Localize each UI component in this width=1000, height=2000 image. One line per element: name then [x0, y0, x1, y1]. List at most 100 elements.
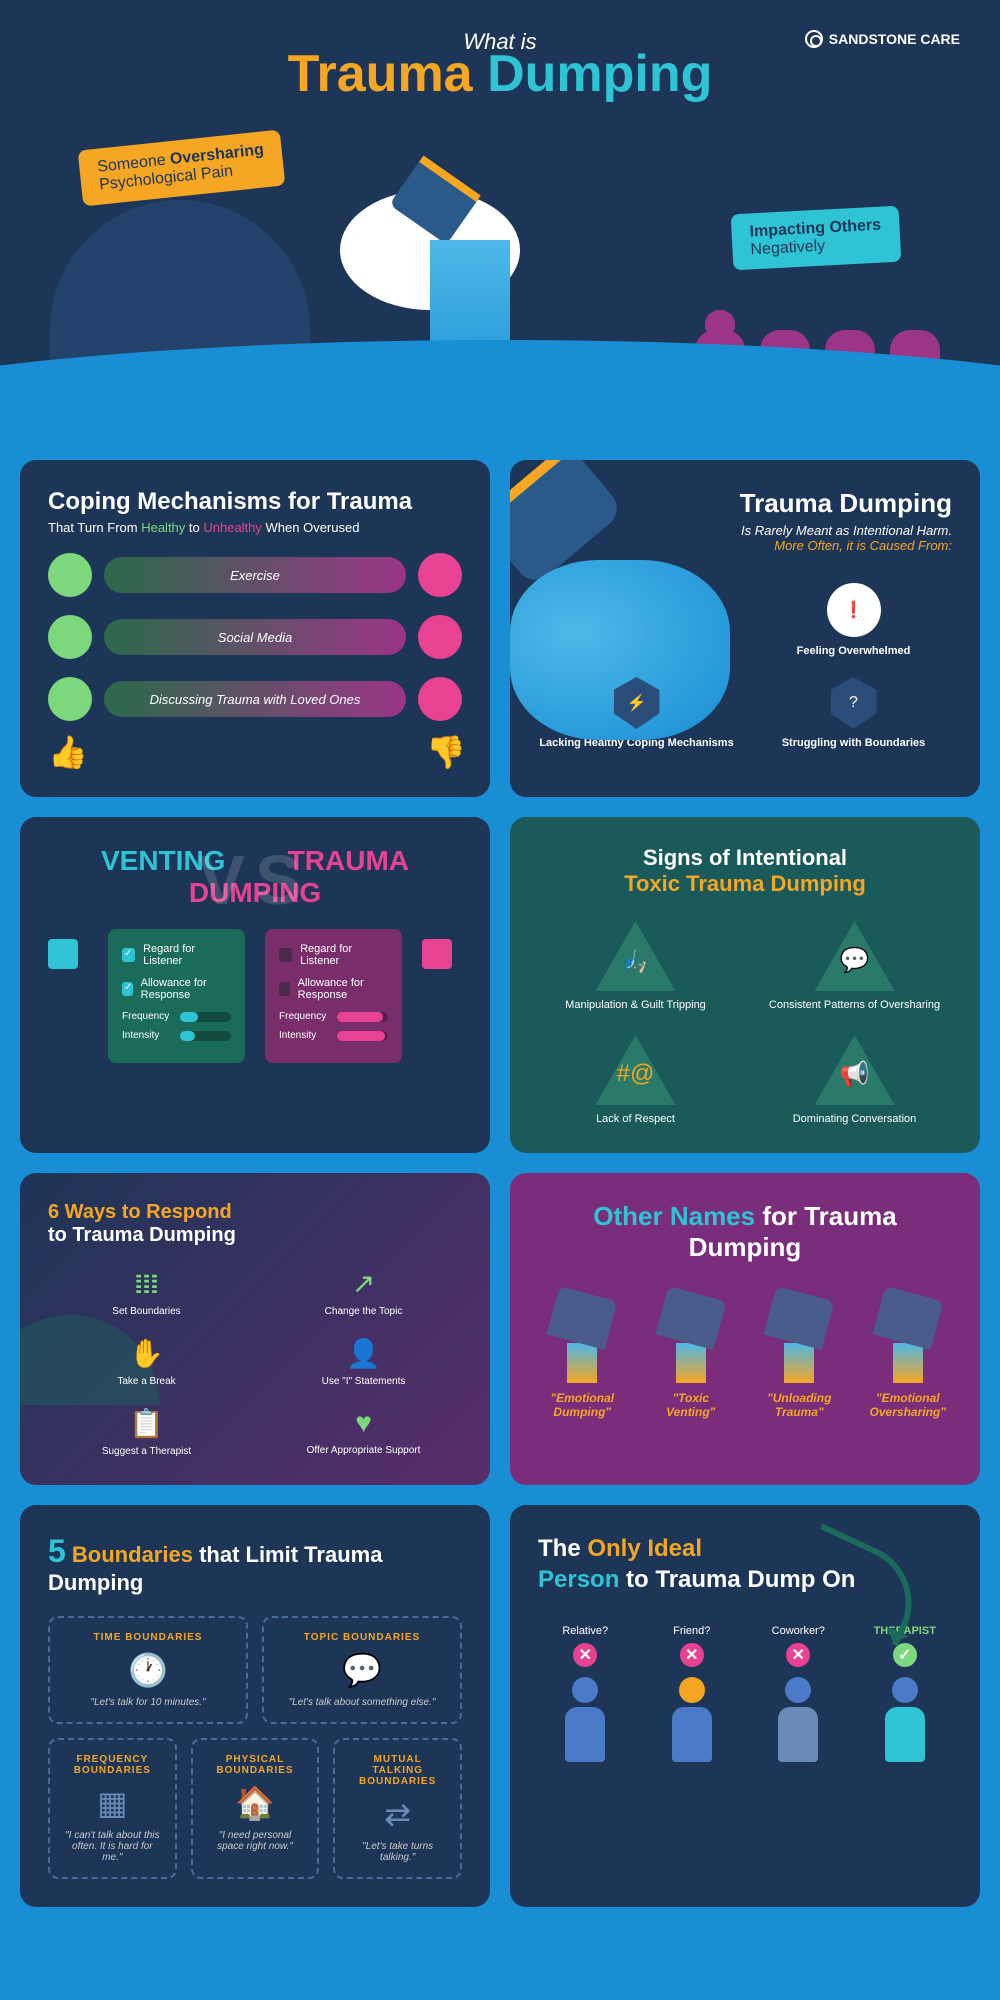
badge-oversharing: Someone Oversharing Psychological Pain — [78, 130, 286, 207]
check-icon — [122, 948, 135, 962]
bar-row: Frequency — [279, 1011, 388, 1022]
way-item: ♥Offer Appropriate Support — [265, 1407, 462, 1457]
pour-icon — [893, 1343, 923, 1383]
mech-label: Exercise — [104, 557, 406, 593]
healthy-icon — [48, 615, 92, 659]
bound-item: FREQUENCY BOUNDARIES ▦ "I can't talk abo… — [48, 1738, 177, 1879]
mechanism-row: Discussing Trauma with Loved Ones — [48, 677, 462, 721]
sign-triangle-icon: #@ — [596, 1035, 676, 1105]
signs-card: Signs of Intentional Toxic Trauma Dumpin… — [510, 817, 980, 1153]
wave-divider — [0, 340, 1000, 440]
person-option: Friend? ✕ — [645, 1625, 740, 1767]
sign-triangle-icon: 📢 — [815, 1035, 895, 1105]
bound-item: TOPIC BOUNDARIES 💬 "Let's talk about som… — [262, 1616, 462, 1724]
mechanism-row: Exercise — [48, 553, 462, 597]
name-item: "Unloading Trauma" — [755, 1293, 844, 1419]
dumping-col: Regard for Listener Allowance for Respon… — [265, 929, 402, 1063]
pour-icon — [567, 1343, 597, 1383]
name-item: "Emotional Oversharing" — [864, 1293, 953, 1419]
dumping-sub2: More Often, it is Caused From: — [538, 538, 952, 553]
bounds-title: 5 Boundaries that Limit Trauma Dumping — [48, 1533, 462, 1596]
vs-check-row: Regard for Listener — [122, 943, 231, 967]
hand-icon: ✋ — [48, 1337, 245, 1370]
faucet-icon — [48, 929, 88, 989]
vs-columns: Regard for Listener Allowance for Respon… — [48, 929, 462, 1063]
unhealthy-icon — [418, 615, 462, 659]
respond-title: 6 Ways to Respond to Trauma Dumping — [48, 1201, 462, 1247]
person-figure — [560, 1677, 610, 1767]
hero-section: SANDSTONE CARE What is Trauma Dumping So… — [0, 0, 1000, 440]
mechanism-row: Social Media — [48, 615, 462, 659]
brand-logo: SANDSTONE CARE — [805, 30, 960, 48]
vs-check-row: Allowance for Response — [279, 977, 388, 1001]
fence-icon: 𝍖 — [48, 1267, 245, 1300]
mech-label: Discussing Trauma with Loved Ones — [104, 681, 406, 717]
clock-icon: 🕐 — [64, 1651, 232, 1689]
thumb-down-icon: 👎 — [426, 733, 462, 769]
uncheck-icon — [279, 948, 292, 962]
box-icon — [764, 1286, 835, 1350]
sign-item: #@Lack of Respect — [538, 1035, 733, 1125]
causes-card: Trauma Dumping Is Rarely Meant as Intent… — [510, 460, 980, 797]
main-title: What is Trauma Dumping — [0, 0, 1000, 103]
way-item: ✋Take a Break — [48, 1337, 245, 1387]
other-title: Other Names for Trauma Dumping — [538, 1201, 952, 1263]
boundaries-card: 5 Boundaries that Limit Trauma Dumping T… — [20, 1505, 490, 1907]
bound-item: MUTUAL TALKING BOUNDARIES ⇄ "Let's take … — [333, 1738, 462, 1879]
coping-card: Coping Mechanisms for Trauma That Turn F… — [20, 460, 490, 797]
shield-icon: ? — [831, 677, 877, 729]
name-item: "Emotional Dumping" — [538, 1293, 627, 1419]
overwhelm-icon: ❗ — [827, 583, 881, 637]
bounds-grid-3: FREQUENCY BOUNDARIES ▦ "I can't talk abo… — [48, 1738, 462, 1879]
bubble-icon — [872, 1286, 943, 1350]
signs-grid: 🎣Manipulation & Guilt Tripping 💬Consiste… — [538, 921, 952, 1125]
uncheck-icon — [279, 982, 290, 996]
clipboard-icon: 📋 — [48, 1407, 245, 1440]
coping-title: Coping Mechanisms for Trauma — [48, 488, 462, 516]
person-figure — [773, 1677, 823, 1767]
venting-col: Regard for Listener Allowance for Respon… — [108, 929, 245, 1063]
name-item: "Toxic Venting" — [647, 1293, 736, 1419]
brand-name: SANDSTONE CARE — [829, 31, 960, 47]
sign-item: 🎣Manipulation & Guilt Tripping — [538, 921, 733, 1011]
heart-icon: ♥ — [265, 1407, 462, 1439]
way-item: 𝍖Set Boundaries — [48, 1267, 245, 1317]
unhealthy-icon — [418, 553, 462, 597]
mech-label: Social Media — [104, 619, 406, 655]
x-icon: ✕ — [680, 1643, 704, 1667]
calendar-icon: ▦ — [64, 1784, 161, 1822]
person-figure — [667, 1677, 717, 1767]
arrow-icon: ↗ — [265, 1267, 462, 1300]
content-grid: Coping Mechanisms for Trauma That Turn F… — [0, 440, 1000, 1927]
respond-card: 6 Ways to Respond to Trauma Dumping 𝍖Set… — [20, 1173, 490, 1485]
healthy-icon — [48, 677, 92, 721]
other-names-card: Other Names for Trauma Dumping "Emotiona… — [510, 1173, 980, 1485]
x-icon: ✕ — [786, 1643, 810, 1667]
fan-icon — [655, 1286, 726, 1350]
badge-impact: Impacting Others Negatively — [731, 206, 901, 271]
person-icon: 👤 — [265, 1337, 462, 1370]
pour-icon — [676, 1343, 706, 1383]
thumbs-row: 👍 👎 — [48, 733, 462, 769]
vs-card: VS VENTING TRAUMA DUMPING Regard for Lis… — [20, 817, 490, 1153]
healthy-icon — [48, 553, 92, 597]
cause-item: ? Struggling with Boundaries — [755, 677, 952, 749]
ways-grid: 𝍖Set Boundaries ↗Change the Topic ✋Take … — [48, 1267, 462, 1457]
logo-icon — [805, 30, 823, 48]
faucet-icon — [422, 929, 462, 989]
title-dumping: Dumping — [487, 45, 712, 103]
person-figure — [880, 1677, 930, 1767]
person-option: Relative? ✕ — [538, 1625, 633, 1767]
bound-item: PHYSICAL BOUNDARIES 🏠 "I need personal s… — [191, 1738, 320, 1879]
person-option: THERAPIST ✓ — [858, 1625, 953, 1767]
names-row: "Emotional Dumping" "Toxic Venting" "Unl… — [538, 1293, 952, 1419]
way-item: 👤Use "I" Statements — [265, 1337, 462, 1387]
bar-row: Frequency — [122, 1011, 231, 1022]
bar-row: Intensity — [122, 1030, 231, 1041]
check-icon — [122, 982, 133, 996]
house-icon: 🏠 — [207, 1784, 304, 1822]
sign-item: 💬Consistent Patterns of Oversharing — [757, 921, 952, 1011]
sign-item: 📢Dominating Conversation — [757, 1035, 952, 1125]
vs-title: VS VENTING TRAUMA DUMPING — [48, 845, 462, 909]
coping-sub: That Turn From Healthy to Unhealthy When… — [48, 520, 462, 535]
